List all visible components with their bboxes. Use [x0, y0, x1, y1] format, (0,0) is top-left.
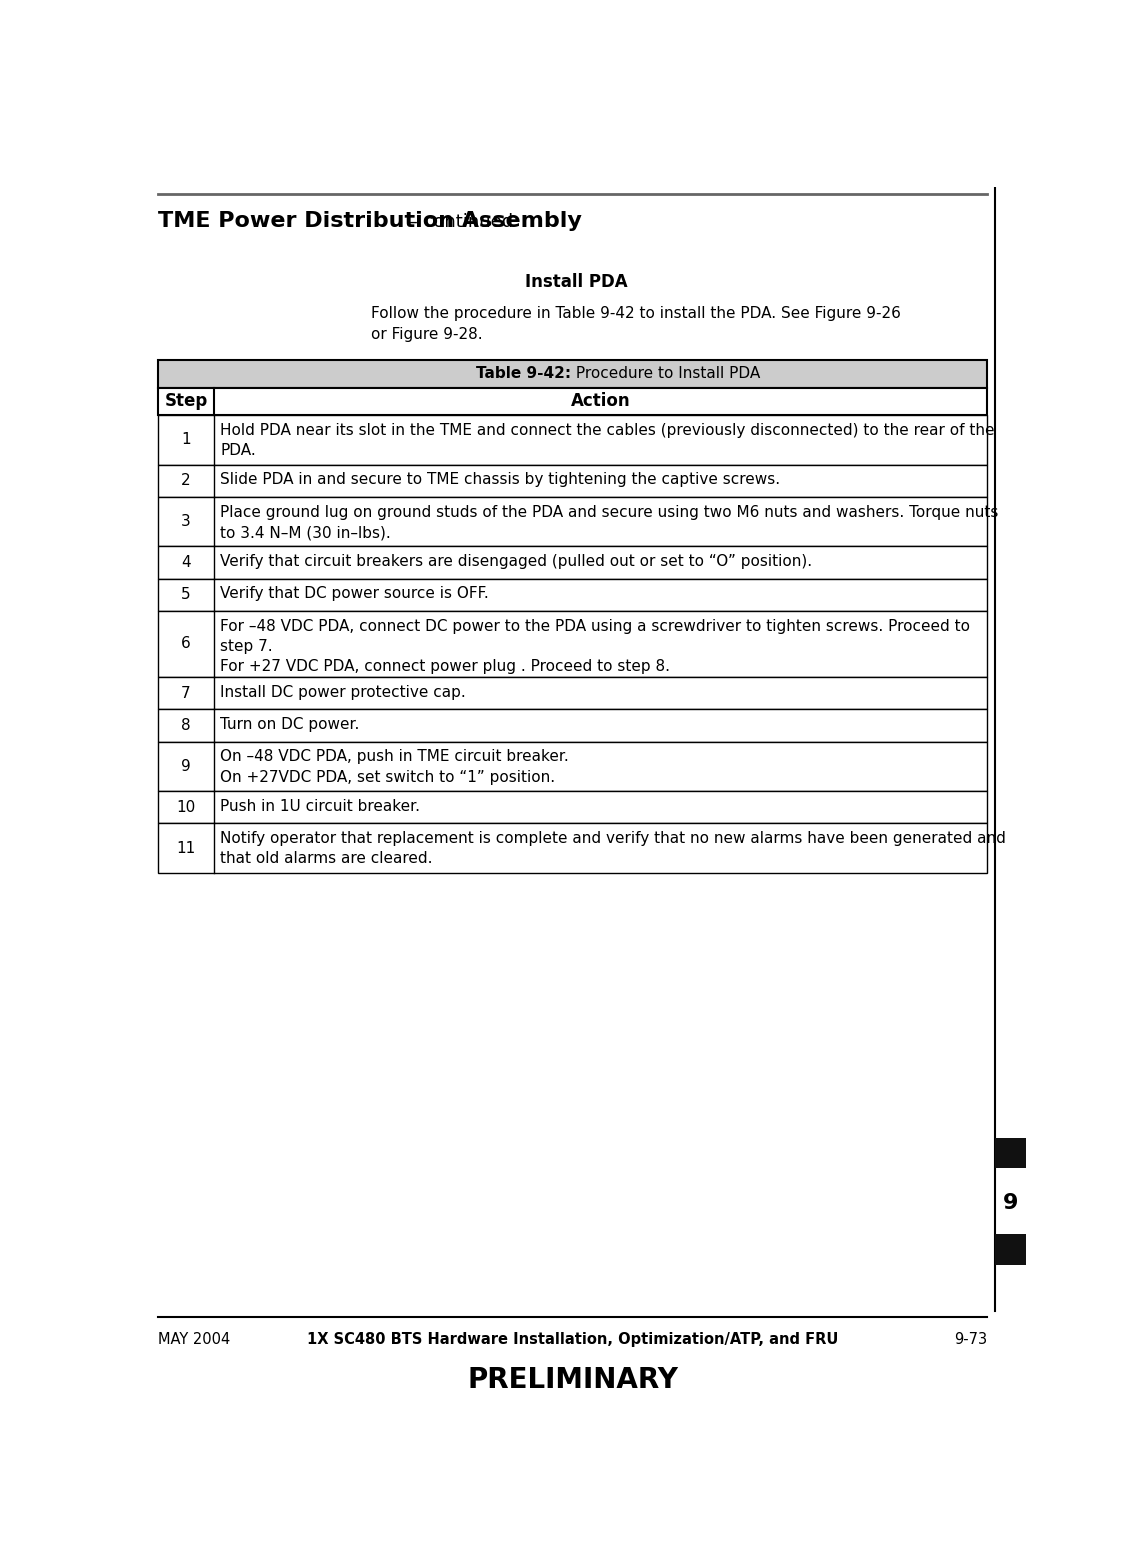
Text: 4: 4: [181, 555, 190, 569]
Text: 1X SC480 BTS Hardware Installation, Optimization/ATP, and FRU: 1X SC480 BTS Hardware Installation, Opti…: [307, 1333, 838, 1347]
Bar: [158, 415, 987, 465]
Text: Hold PDA near its slot in the TME and connect the cables (previously disconnecte: Hold PDA near its slot in the TME and co…: [220, 423, 994, 459]
Text: Install DC power protective cap.: Install DC power protective cap.: [220, 684, 466, 700]
Text: Table 9-42:: Table 9-42:: [477, 367, 571, 381]
Text: 9: 9: [181, 759, 190, 774]
Text: Install PDA: Install PDA: [526, 272, 628, 291]
Bar: [995, 1138, 1026, 1168]
Text: 10: 10: [177, 799, 196, 815]
Bar: [158, 676, 987, 709]
Text: 6: 6: [181, 636, 190, 652]
Text: 5: 5: [181, 588, 190, 602]
Bar: [158, 824, 987, 872]
Text: 9: 9: [1003, 1193, 1018, 1213]
Text: For –48 VDC PDA, connect DC power to the PDA using a screwdriver to tighten scre: For –48 VDC PDA, connect DC power to the…: [220, 619, 970, 675]
Text: Step: Step: [164, 392, 207, 411]
Text: 1: 1: [181, 432, 190, 448]
Bar: [158, 578, 987, 611]
Text: Push in 1U circuit breaker.: Push in 1U circuit breaker.: [220, 799, 420, 813]
Text: – continued: – continued: [404, 213, 513, 230]
Bar: [158, 611, 987, 676]
Text: 11: 11: [177, 841, 196, 855]
Bar: [158, 791, 987, 824]
Text: Place ground lug on ground studs of the PDA and secure using two M6 nuts and was: Place ground lug on ground studs of the …: [220, 505, 999, 540]
Bar: [158, 742, 987, 791]
Text: 8: 8: [181, 718, 190, 732]
Text: Procedure to Install PDA: Procedure to Install PDA: [571, 367, 760, 381]
Bar: [158, 465, 987, 498]
Text: Follow the procedure in Table 9-42 to install the PDA. See Figure 9-26
or Figure: Follow the procedure in Table 9-42 to in…: [372, 306, 901, 342]
Bar: [158, 359, 987, 387]
Text: On –48 VDC PDA, push in TME circuit breaker.
On +27VDC PDA, set switch to “1” po: On –48 VDC PDA, push in TME circuit brea…: [220, 750, 569, 785]
Text: Slide PDA in and secure to TME chassis by tightening the captive screws.: Slide PDA in and secure to TME chassis b…: [220, 473, 780, 487]
Text: MAY 2004: MAY 2004: [158, 1333, 230, 1347]
Text: Turn on DC power.: Turn on DC power.: [220, 717, 359, 732]
Text: Verify that DC power source is OFF.: Verify that DC power source is OFF.: [220, 586, 489, 602]
Bar: [158, 387, 987, 415]
Bar: [158, 498, 987, 546]
Text: 3: 3: [181, 515, 190, 529]
Text: Verify that circuit breakers are disengaged (pulled out or set to “O” position).: Verify that circuit breakers are disenga…: [220, 554, 812, 569]
Bar: [158, 709, 987, 742]
Text: 2: 2: [181, 473, 190, 488]
Text: Notify operator that replacement is complete and verify that no new alarms have : Notify operator that replacement is comp…: [220, 830, 1005, 866]
Text: TME Power Distribution Assembly: TME Power Distribution Assembly: [158, 211, 581, 232]
Text: 7: 7: [181, 686, 190, 701]
Bar: [995, 1233, 1026, 1264]
Text: Action: Action: [571, 392, 630, 411]
Text: 9-73: 9-73: [954, 1333, 987, 1347]
Bar: [158, 546, 987, 578]
Text: PRELIMINARY: PRELIMINARY: [467, 1367, 678, 1395]
